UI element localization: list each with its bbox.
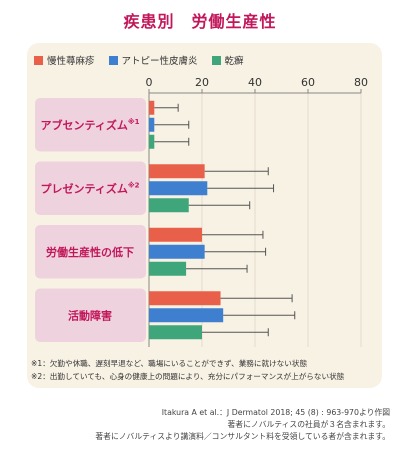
category-footnote-mark: ※1	[128, 117, 140, 126]
bar	[149, 227, 202, 242]
legend-item-psoriasis: 乾癬	[211, 53, 244, 67]
legend-label: 慢性蕁麻疹	[47, 56, 95, 67]
x-tick-label: 20	[195, 76, 209, 89]
legend-label: 乾癬	[224, 56, 244, 67]
legend-swatch	[211, 55, 221, 65]
category-box	[35, 98, 146, 152]
bar	[149, 325, 202, 340]
category-label: 労働生産性の低下	[46, 245, 134, 259]
x-tick-label: 40	[248, 76, 262, 89]
bar	[149, 244, 205, 259]
legend-item-atopic-dermatitis: アトピー性皮膚炎	[108, 53, 198, 67]
legend-swatch	[34, 55, 43, 65]
footnote-1: ※1：欠勤や休職、遅刻早退など、職場にいることができず、業務に就けない状態	[31, 359, 308, 368]
bar	[149, 164, 205, 179]
category-box	[35, 288, 146, 342]
source-line: 著者にノバルティスより講演料／コンサルタント料を受領している者が含まれます。	[95, 432, 390, 441]
legend-label: アトピー性皮膚炎	[121, 56, 198, 67]
bar	[149, 100, 155, 115]
footnotes: ※1：欠勤や休職、遅刻早退など、職場にいることができず、業務に就けない状態 ※2…	[31, 357, 381, 383]
category-label: 活動障害	[68, 308, 112, 322]
source-line: 著者にノバルティスの社員が３名含まれます。	[227, 420, 390, 429]
bar	[149, 181, 208, 196]
category-footnote-mark: ※2	[128, 180, 140, 189]
category-label: アブセンティズム※1	[40, 117, 139, 132]
x-tick-label: 0	[146, 76, 153, 89]
category-box	[35, 225, 146, 279]
legend-item-urticaria: 慢性蕁麻疹	[34, 53, 95, 67]
bar	[149, 308, 224, 323]
bar	[149, 117, 155, 132]
category-label: プレゼンティズム※2	[40, 180, 139, 195]
bar	[149, 134, 155, 149]
legend: 慢性蕁麻疹 アトピー性皮膚炎 乾癬	[34, 53, 244, 67]
bar	[149, 198, 189, 213]
x-tick-label: 80	[354, 76, 368, 89]
source-line: Itakura A et al.：J Dermatol 2018; 45 (8)…	[161, 408, 390, 417]
source-citation: Itakura A et al.：J Dermatol 2018; 45 (8)…	[95, 407, 390, 443]
category-box	[35, 161, 146, 215]
bar	[149, 261, 187, 276]
footnote-2: ※2：出勤していても、心身の健康上の問題により、充分にパフォーマンスが上がらない…	[31, 372, 345, 381]
bar	[149, 291, 221, 306]
page-title: 疾患別 労働生産性	[123, 12, 277, 31]
legend-swatch	[108, 55, 118, 65]
x-tick-label: 60	[301, 76, 315, 89]
